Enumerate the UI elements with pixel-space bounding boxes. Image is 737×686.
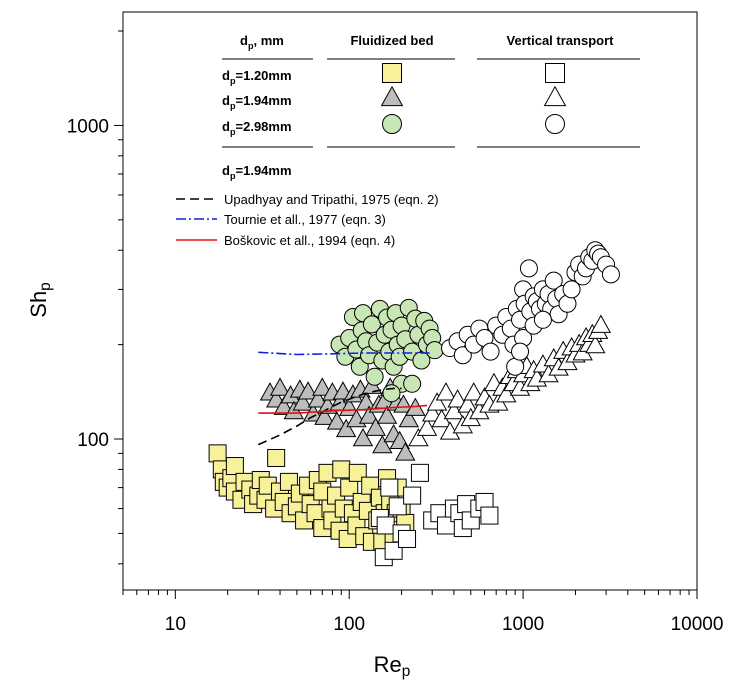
- data-point: [273, 396, 294, 415]
- series-triangle-open: [408, 314, 612, 447]
- x-tick-label: 10000: [671, 614, 724, 635]
- series-circle-filled: [330, 298, 444, 403]
- series-layer: [208, 241, 620, 567]
- data-point: [208, 444, 227, 463]
- data-point: [372, 434, 393, 454]
- data-point: [435, 382, 457, 401]
- data-point: [412, 351, 431, 370]
- data-point: [398, 408, 419, 428]
- legend: dp, mm Fluidized bed Vertical transport dp=…: [176, 33, 640, 248]
- data-point: [376, 516, 395, 535]
- y-tick-label: 100: [77, 430, 109, 451]
- legend-lines-header: dp=1.94mm: [222, 163, 292, 181]
- data-point: [410, 463, 429, 482]
- data-point: [533, 310, 552, 329]
- data-point: [481, 342, 500, 361]
- legend-header-dp: dp, mm: [240, 33, 284, 51]
- data-point: [365, 367, 384, 386]
- data-point: [425, 341, 444, 360]
- data-point: [457, 394, 478, 413]
- data-point: [376, 405, 398, 424]
- data-point: [358, 405, 380, 424]
- y-tick-label: 1000: [67, 116, 109, 137]
- legend-marker-filled: [380, 85, 404, 107]
- legend-marker-filled: [382, 114, 402, 134]
- data-point: [362, 315, 381, 334]
- data-point: [403, 486, 422, 505]
- data-point: [447, 389, 468, 408]
- model-line: [258, 404, 428, 414]
- data-point: [395, 442, 416, 461]
- data-point: [453, 346, 472, 365]
- data-point: [519, 259, 538, 278]
- data-point: [443, 400, 465, 420]
- data-point: [352, 427, 374, 447]
- data-point: [267, 448, 286, 467]
- data-point: [326, 411, 348, 430]
- legend-marker-open: [543, 85, 567, 107]
- legend-header-vertical-transport: Vertical transport: [507, 33, 615, 48]
- data-point: [463, 382, 484, 401]
- data-point: [312, 377, 333, 396]
- model-line: [257, 387, 402, 446]
- data-point: [496, 384, 517, 403]
- legend-header-fluidized-bed: Fluidized bed: [350, 33, 433, 48]
- legend-marker-open: [545, 63, 565, 83]
- data-point: [480, 506, 499, 525]
- x-tick-label: 1000: [502, 614, 544, 635]
- legend-line-label: Tournie et all., 1977 (eqn. 3): [224, 212, 386, 227]
- data-point: [408, 427, 429, 447]
- data-point: [585, 334, 606, 354]
- data-point: [332, 460, 351, 479]
- legend-line-label: Upadhyay and Tripathi, 1975 (eqn. 2): [224, 192, 439, 207]
- data-point: [562, 280, 581, 299]
- data-point: [590, 314, 612, 333]
- data-point: [421, 403, 443, 422]
- y-axis-title: Shp: [26, 282, 54, 317]
- x-tick-label: 100: [333, 614, 365, 635]
- model-lines-layer: [257, 351, 430, 446]
- data-point: [426, 392, 448, 411]
- data-point: [339, 397, 360, 416]
- data-point: [292, 392, 313, 411]
- data-point: [335, 418, 357, 438]
- data-point: [269, 377, 291, 396]
- x-tick-label: 10: [165, 614, 186, 635]
- data-point: [601, 265, 620, 284]
- data-point: [544, 271, 563, 290]
- x-axis-title: Rep: [374, 652, 411, 680]
- data-point: [398, 529, 417, 548]
- data-point: [225, 457, 244, 476]
- data-point: [307, 389, 329, 408]
- model-line: [258, 351, 430, 356]
- series-square-open: [370, 463, 499, 567]
- legend-line-label: Boškovic et all., 1994 (eqn. 4): [224, 233, 395, 248]
- legend-marker-open: [545, 114, 565, 134]
- axis-titles: Rep Shp: [26, 282, 410, 680]
- legend-row-label: dp=2.98mm: [222, 119, 292, 137]
- data-point: [380, 478, 399, 497]
- series-square-filled: [208, 444, 415, 551]
- data-point: [506, 357, 525, 376]
- legend-marker-filled: [382, 63, 402, 83]
- data-point: [382, 384, 401, 403]
- plot-frame: [122, 11, 698, 591]
- axis-ticks: 10 100 1000 10000 100 1000: [67, 30, 724, 635]
- data-point: [403, 374, 422, 393]
- data-point: [314, 406, 335, 425]
- legend-row-label: dp=1.94mm: [222, 93, 292, 111]
- data-point: [388, 497, 407, 516]
- legend-row-label: dp=1.20mm: [222, 68, 292, 86]
- data-point: [365, 417, 386, 436]
- series-circle-open: [441, 241, 620, 376]
- data-point: [511, 342, 530, 361]
